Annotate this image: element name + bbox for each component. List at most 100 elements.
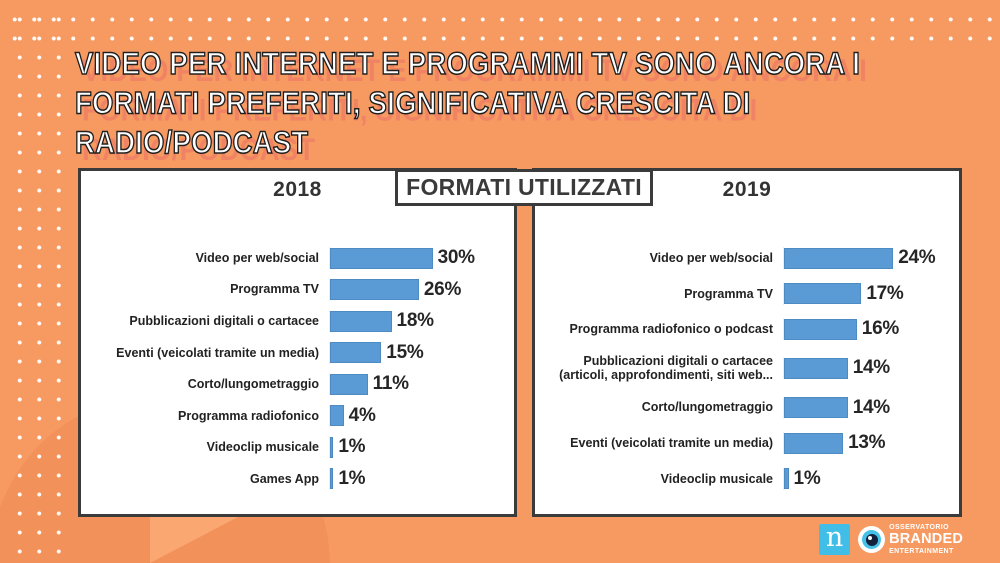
chart-year-2018: 2018 bbox=[273, 178, 322, 201]
bar-value-label: 24% bbox=[898, 247, 936, 268]
chart-panel-2018: 2018 Video per web/social 30% Programma TV… bbox=[78, 168, 517, 517]
bar-category-label: Corto/lungometraggio bbox=[641, 400, 773, 415]
bar-category-label: Videoclip musicale bbox=[206, 440, 319, 455]
bar-category-label: Pubblicazioni digitali o cartacee bbox=[129, 313, 319, 328]
obe-logo-text: OSSERVATORIO BRANDED ENTERTAINMENT bbox=[889, 524, 963, 555]
bar-area: 13% bbox=[783, 432, 951, 455]
bar-category-label: Videoclip musicale bbox=[660, 471, 773, 486]
bar-value-label: 14% bbox=[852, 396, 890, 418]
bar bbox=[330, 373, 368, 395]
bar-row: Programma radiofonico o podcast 16% bbox=[545, 318, 951, 341]
slide-title-line-1: VIDEO PER INTERNET E PROGRAMMI TV SONO A… bbox=[74, 44, 861, 82]
bar-area: 4% bbox=[329, 404, 506, 427]
bar-value-label: 15% bbox=[386, 341, 424, 363]
bar-row: Programma TV 17% bbox=[545, 282, 951, 305]
bar bbox=[784, 397, 848, 419]
bar-value-label: 1% bbox=[793, 467, 821, 489]
bar bbox=[784, 357, 848, 379]
chart-panel-2019: 2019 Video per web/social 24% Programma TV… bbox=[532, 168, 962, 517]
bar bbox=[784, 432, 844, 454]
bar-value-label: 18% bbox=[396, 310, 434, 332]
bar-category-label: Video per web/social bbox=[195, 250, 319, 265]
bar-category-label: Programma radiofonico bbox=[178, 408, 319, 423]
bar-category-label: Games App bbox=[249, 471, 319, 486]
bar bbox=[330, 468, 334, 490]
bar bbox=[330, 436, 334, 458]
slide-title-line-2: FORMATI PREFERITI, SIGNIFICATIVA CRESCIT… bbox=[74, 84, 751, 121]
bar-category-label: Programma radiofonico o podcast bbox=[569, 322, 773, 337]
bar-area: 1% bbox=[329, 467, 506, 490]
bar-row: Games App 1% bbox=[91, 467, 506, 490]
bar-row: Videoclip musicale 1% bbox=[91, 436, 506, 459]
bar-row: Pubblicazioni digitali o cartacee 18% bbox=[91, 310, 506, 333]
bar-value-label: 4% bbox=[348, 404, 376, 426]
nielsen-logo: n bbox=[819, 522, 851, 555]
bar-area: 1% bbox=[329, 436, 506, 459]
bar-value-label: 14% bbox=[852, 357, 890, 379]
bar bbox=[784, 283, 862, 305]
bar-row: Programma TV 26% bbox=[91, 278, 506, 301]
bar bbox=[784, 318, 857, 340]
bar bbox=[784, 468, 789, 490]
chart-year-2019: 2019 bbox=[722, 178, 772, 201]
footer-logos: n OSSERVATORIO BRANDED ENTERTAINMENT bbox=[819, 524, 963, 555]
bar-category-label: Video per web/social bbox=[649, 250, 773, 265]
bar-area: 30% bbox=[329, 247, 506, 269]
bar-row: Video per web/social 24% bbox=[545, 247, 951, 269]
bar bbox=[330, 342, 382, 364]
bar-category-label: Pubblicazioni digitali o cartacee (artic… bbox=[559, 354, 773, 383]
bar-value-label: 16% bbox=[861, 318, 899, 340]
bar-value-label: 1% bbox=[338, 467, 366, 489]
bar-area: 24% bbox=[783, 247, 951, 269]
bar bbox=[784, 247, 894, 269]
bar-row: Eventi (veicolati tramite un media) 13% bbox=[545, 432, 951, 455]
osservatorio-branded-entertainment-logo: OSSERVATORIO BRANDED ENTERTAINMENT bbox=[858, 524, 963, 555]
bar-value-label: 17% bbox=[866, 282, 904, 304]
bar bbox=[330, 247, 433, 269]
obe-logo-line1: OSSERVATORIO bbox=[889, 524, 949, 532]
bar-row: Corto/lungometraggio 11% bbox=[91, 373, 506, 396]
bar-value-label: 30% bbox=[437, 247, 475, 268]
bar-value-label: 1% bbox=[338, 436, 366, 458]
bar-row: Videoclip musicale 1% bbox=[545, 467, 951, 490]
bar-value-label: 13% bbox=[848, 432, 886, 454]
bar-row: Corto/lungometraggio 14% bbox=[545, 396, 951, 419]
bar bbox=[330, 279, 419, 301]
bar-area: 17% bbox=[783, 282, 951, 305]
slide-title: VIDEO PER INTERNET E PROGRAMMI TV SONO A… bbox=[74, 44, 975, 162]
eye-pupil bbox=[865, 533, 878, 546]
bar bbox=[330, 405, 344, 427]
bar-area: 16% bbox=[783, 318, 951, 341]
dots-pattern-left bbox=[5, 5, 64, 558]
eye-iris bbox=[862, 530, 882, 549]
bar-area: 14% bbox=[783, 357, 951, 380]
bar-area: 1% bbox=[783, 467, 951, 490]
dots-pattern-top bbox=[0, 5, 1000, 44]
bar-value-label: 11% bbox=[372, 373, 409, 395]
bar-row: Pubblicazioni digitali o cartacee (artic… bbox=[545, 354, 951, 383]
bar-chart-2018: Video per web/social 30% Programma TV 26% Pu… bbox=[91, 247, 506, 490]
bar bbox=[330, 310, 392, 332]
bar-area: 14% bbox=[783, 396, 951, 419]
bar-category-label: Corto/lungometraggio bbox=[187, 377, 319, 392]
chart-group-title: FORMATI UTILIZZATI bbox=[395, 169, 653, 206]
slide-title-line-3: RADIO/PODCAST bbox=[74, 123, 309, 160]
bar-area: 18% bbox=[329, 310, 506, 333]
eye-icon bbox=[858, 526, 886, 553]
bar-row: Eventi (veicolati tramite un media) 15% bbox=[91, 341, 506, 364]
bar-category-label: Eventi (veicolati tramite un media) bbox=[570, 436, 773, 451]
bar-value-label: 26% bbox=[423, 278, 462, 300]
nielsen-letter: n bbox=[825, 522, 844, 553]
bar-category-label: Programma TV bbox=[684, 286, 773, 301]
bar-area: 26% bbox=[329, 278, 506, 301]
bar-chart-2019: Video per web/social 24% Programma TV 17% Pr… bbox=[545, 247, 951, 490]
obe-logo-line2: BRANDED bbox=[889, 531, 963, 548]
bar-category-label: Programma TV bbox=[230, 282, 319, 297]
bar-row: Video per web/social 30% bbox=[91, 247, 506, 269]
bar-row: Programma radiofonico 4% bbox=[91, 404, 506, 427]
bar-area: 15% bbox=[329, 341, 506, 364]
bar-category-label: Eventi (veicolati tramite un media) bbox=[116, 345, 319, 360]
bar-area: 11% bbox=[329, 373, 506, 396]
obe-logo-line3: ENTERTAINMENT bbox=[889, 547, 954, 555]
